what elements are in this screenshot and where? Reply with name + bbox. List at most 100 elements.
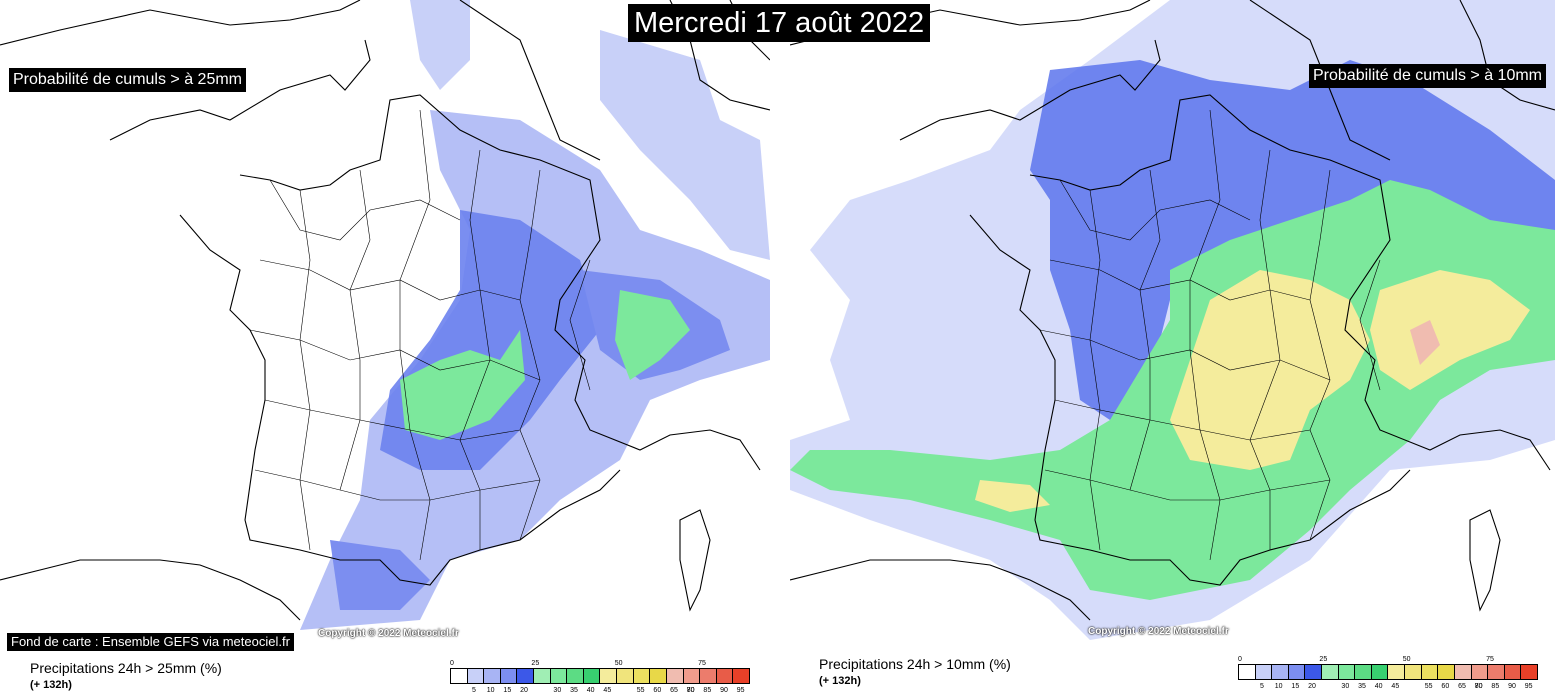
right-map-panel: Probabilité de cumuls > à 10mm Copyright… bbox=[790, 0, 1555, 696]
right-scale-cell bbox=[1454, 665, 1472, 679]
right-scale-cell bbox=[1322, 665, 1339, 679]
left-color-scale: 0 25 50 75 5 10 15 20 30 35 40 45 55 60 65 70 80 85 90 95 bbox=[450, 659, 750, 695]
right-scale-bottom-tick: 5 bbox=[1260, 683, 1264, 690]
left-department-borders bbox=[249, 109, 591, 561]
left-scale-cell bbox=[534, 669, 551, 683]
right-scale-top-ticks: 0 25 50 75 bbox=[1238, 655, 1538, 664]
left-scale-bottom-tick: 20 bbox=[520, 687, 528, 694]
right-scale-cell bbox=[1405, 665, 1422, 679]
right-scale-cell bbox=[1521, 665, 1537, 679]
right-scale-bottom-tick: 70 bbox=[1474, 683, 1483, 690]
left-coastlines bbox=[0, 0, 770, 621]
left-scale-cell bbox=[700, 669, 717, 683]
left-scale-bottom-tick: 35 bbox=[570, 687, 578, 694]
right-scale-bottom-tick: 80 bbox=[1474, 683, 1483, 690]
right-scale-top-tick: 75 bbox=[1486, 656, 1494, 663]
right-coastlines bbox=[790, 0, 1555, 621]
right-precip-map bbox=[790, 0, 1555, 640]
left-scale-bottom-tick: 80 bbox=[686, 687, 695, 694]
right-scale-cell bbox=[1272, 665, 1289, 679]
left-scale-cell bbox=[484, 669, 501, 683]
left-scale-cell bbox=[451, 669, 468, 683]
right-legend-title: Precipitations 24h > 10mm (%) bbox=[819, 656, 1011, 672]
right-scale-cell bbox=[1471, 665, 1489, 679]
left-scale-cell bbox=[517, 669, 535, 683]
left-copyright: Copyright © 2022 Meteociel.fr bbox=[318, 628, 459, 639]
right-scale-bottom-tick: 40 bbox=[1374, 683, 1383, 690]
left-legend-title: Precipitations 24h > 25mm (%) bbox=[30, 660, 222, 676]
right-scale-cell bbox=[1438, 665, 1455, 679]
right-scale-top-tick: 0 bbox=[1238, 656, 1242, 663]
right-probability-shading bbox=[790, 0, 1555, 640]
left-scale-cell bbox=[567, 669, 584, 683]
left-scale-top-tick: 25 bbox=[531, 660, 540, 667]
left-scale-cell bbox=[733, 669, 749, 683]
right-scale-bottom-tick: 35 bbox=[1358, 683, 1366, 690]
left-scale-cell bbox=[716, 669, 734, 683]
right-scale-cell bbox=[1305, 665, 1323, 679]
left-probability-shading bbox=[300, 0, 770, 630]
left-scale-top-ticks: 0 25 50 75 bbox=[450, 659, 750, 668]
right-scale-bottom-tick: 60 bbox=[1441, 683, 1450, 690]
right-scale-bottom-tick: 90 bbox=[1508, 683, 1516, 690]
left-scale-bar bbox=[450, 668, 750, 684]
right-color-scale: 0 25 50 75 5 10 15 20 30 35 40 45 55 60 65 70 80 85 90 95 bbox=[1238, 655, 1538, 691]
right-scale-bottom-tick: 15 bbox=[1291, 683, 1300, 690]
left-scale-cell bbox=[683, 669, 701, 683]
left-scale-cell bbox=[600, 669, 618, 683]
left-scale-cell bbox=[617, 669, 634, 683]
left-scale-bottom-tick: 5 bbox=[472, 687, 476, 694]
right-scale-cell bbox=[1239, 665, 1256, 679]
right-scale-bottom-tick: 45 bbox=[1391, 683, 1400, 690]
left-scale-bottom-tick: 95 bbox=[736, 687, 745, 694]
right-threshold-label: Probabilité de cumuls > à 10mm bbox=[1309, 64, 1546, 88]
right-scale-bottom-tick: 95 bbox=[1524, 683, 1533, 690]
left-scale-cell bbox=[633, 669, 651, 683]
right-legend-subtitle: (+ 132h) bbox=[819, 675, 861, 687]
left-scale-bottom-tick: 70 bbox=[686, 687, 695, 694]
left-scale-top-tick: 50 bbox=[614, 660, 623, 667]
right-scale-cell bbox=[1338, 665, 1356, 679]
left-scale-bottom-tick: 30 bbox=[553, 687, 562, 694]
left-scale-cell bbox=[650, 669, 667, 683]
left-threshold-label: Probabilité de cumuls > à 25mm bbox=[9, 68, 246, 92]
right-scale-top-tick: 25 bbox=[1319, 656, 1328, 663]
right-scale-bar bbox=[1238, 664, 1538, 680]
left-scale-cell bbox=[583, 669, 601, 683]
left-scale-bottom-tick: 55 bbox=[636, 687, 645, 694]
left-scale-cell bbox=[500, 669, 518, 683]
left-map-panel: Probabilité de cumuls > à 25mm Fond de c… bbox=[0, 0, 770, 696]
right-scale-cell bbox=[1388, 665, 1406, 679]
left-precip-map bbox=[0, 0, 770, 630]
right-scale-bottom-tick: 30 bbox=[1341, 683, 1350, 690]
right-scale-cell bbox=[1421, 665, 1439, 679]
right-scale-bottom-ticks: 5 10 15 20 30 35 40 45 55 60 65 70 80 85 90 95 bbox=[1238, 682, 1538, 691]
right-scale-bottom-tick: 55 bbox=[1424, 683, 1433, 690]
right-scale-cell bbox=[1504, 665, 1522, 679]
left-scale-cell bbox=[550, 669, 568, 683]
right-scale-bottom-tick: 20 bbox=[1308, 683, 1316, 690]
left-legend-subtitle: (+ 132h) bbox=[30, 679, 72, 691]
left-scale-bottom-tick: 60 bbox=[653, 687, 662, 694]
left-scale-bottom-tick: 65 bbox=[670, 687, 678, 694]
right-scale-cell bbox=[1488, 665, 1505, 679]
right-scale-cell bbox=[1255, 665, 1273, 679]
panel-gutter bbox=[770, 0, 790, 696]
right-scale-cell bbox=[1355, 665, 1372, 679]
date-banner: Mercredi 17 août 2022 bbox=[628, 4, 931, 42]
map-credit: Fond de carte : Ensemble GEFS via meteoc… bbox=[7, 633, 294, 651]
right-scale-cell bbox=[1371, 665, 1389, 679]
right-scale-bottom-tick: 10 bbox=[1274, 683, 1283, 690]
left-scale-bottom-tick: 15 bbox=[503, 687, 512, 694]
left-scale-top-tick: 0 bbox=[450, 660, 454, 667]
left-scale-bottom-ticks: 5 10 15 20 30 35 40 45 55 60 65 70 80 85 90 95 bbox=[450, 686, 750, 695]
left-scale-bottom-tick: 40 bbox=[586, 687, 595, 694]
left-scale-cell bbox=[666, 669, 684, 683]
right-scale-top-tick: 50 bbox=[1402, 656, 1411, 663]
left-scale-bottom-tick: 10 bbox=[486, 687, 495, 694]
right-scale-cell bbox=[1288, 665, 1306, 679]
left-scale-bottom-tick: 45 bbox=[603, 687, 612, 694]
right-copyright: Copyright © 2022 Meteociel.fr bbox=[1088, 626, 1229, 637]
left-scale-top-tick: 75 bbox=[698, 660, 706, 667]
right-department-borders bbox=[1039, 109, 1381, 561]
